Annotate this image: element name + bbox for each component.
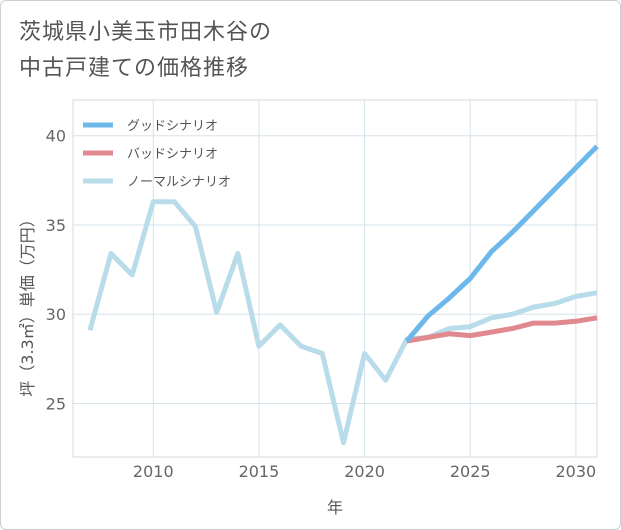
legend-label-1: バッドシナリオ [127, 147, 218, 162]
legend-label-0: グッドシナリオ [127, 119, 218, 134]
series-line-1 [406, 315, 598, 344]
tick-labels: 2010 2015 2020 2025 2030 25 30 35 40 [46, 127, 597, 481]
chart-title-line-2: 中古戸建ての価格推移 [19, 56, 250, 81]
y-axis-label: 坪（3.3㎡）単価（万円） [18, 211, 37, 396]
y-tick-label-35: 35 [46, 216, 66, 235]
x-tick-label-2025: 2025 [450, 462, 491, 481]
series-lines [87, 144, 599, 446]
series-line-2 [87, 199, 598, 446]
x-tick-label-2010: 2010 [133, 462, 174, 481]
x-tick-label-2015: 2015 [239, 462, 280, 481]
x-tick-label-2030: 2030 [556, 462, 597, 481]
chart-title-line-1: 茨城県小美玉市田木谷の [19, 20, 273, 45]
x-axis-label: 年 [327, 498, 343, 517]
legend-label-2: ノーマルシナリオ [127, 175, 231, 190]
chart-title: 茨城県小美玉市田木谷の 中古戸建ての価格推移 [19, 15, 579, 87]
x-tick-label-2020: 2020 [344, 462, 385, 481]
series-line-0 [404, 144, 599, 343]
y-tick-label-25: 25 [46, 394, 66, 413]
y-tick-label-40: 40 [46, 127, 66, 146]
y-tick-label-30: 30 [46, 305, 66, 324]
